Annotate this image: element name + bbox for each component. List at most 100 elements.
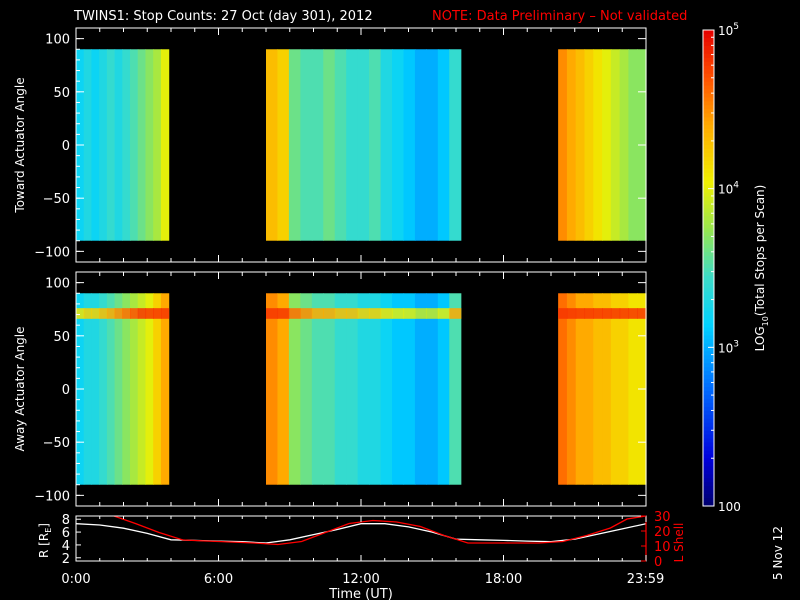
away-cell (266, 293, 279, 485)
colorbar-cell (703, 228, 714, 233)
colorbar-cell (703, 156, 714, 162)
toward-cell (300, 49, 313, 241)
toward-cell (449, 49, 462, 241)
away-cell (122, 293, 131, 485)
toward-cell (137, 49, 147, 241)
away-cell (334, 293, 347, 485)
colorbar-cell (703, 351, 714, 356)
away-ytick-label: 50 (53, 330, 70, 345)
colorbar-cell (703, 442, 714, 448)
x-tick-label: 6:00 (204, 572, 233, 587)
colorbar-cell (703, 141, 714, 146)
away-cell (426, 293, 439, 485)
x-tick-label: 0:00 (61, 572, 90, 587)
r-ylabel: R [RE] (37, 523, 53, 558)
away-band-cell (114, 308, 123, 319)
colorbar-cell (703, 216, 714, 221)
colorbar-cell (703, 97, 714, 102)
colorbar-cell (703, 375, 714, 380)
away-cell (584, 293, 594, 485)
toward-cell (392, 49, 405, 241)
away-cell (311, 293, 324, 485)
colorbar-cell (703, 252, 714, 257)
away-band-cell (437, 308, 450, 319)
colorbar-cell (703, 494, 714, 499)
heatmap-panel-away: 100 50 0 −50 −100 Away Actuator Angle (13, 271, 647, 507)
colorbar-cell (703, 303, 714, 309)
r-ylabel-close: ] (37, 523, 51, 528)
colorbar-cell (703, 30, 714, 35)
colorbar-cell (703, 339, 714, 344)
colorbar-cell (703, 37, 714, 43)
toward-cell (403, 49, 416, 241)
colorbar-cell (703, 137, 714, 142)
colorbar-cell (703, 478, 714, 483)
colorbar-label-sub: 10 (761, 316, 770, 326)
away-band-cell (130, 308, 139, 319)
r-ytick-label: 2 (62, 552, 70, 567)
colorbar-cell (703, 343, 714, 348)
x-tick-label: 23:59 (627, 572, 664, 587)
colorbar-cell (703, 121, 714, 126)
colorbar-cell (703, 101, 714, 106)
colorbar-cell (703, 458, 714, 463)
away-band-cell (76, 308, 85, 319)
away-band-cell (266, 308, 279, 319)
away-cell (153, 293, 162, 485)
away-cell (114, 293, 123, 485)
colorbar-cell (703, 176, 714, 182)
toward-cell (130, 49, 139, 241)
colorbar-tick-exp: 4 (733, 181, 739, 191)
away-cell (277, 293, 290, 485)
colorbar-label-rest: (Total Stops per Scan) (753, 185, 767, 316)
colorbar-cell (703, 414, 714, 420)
away-cell (628, 293, 638, 485)
away-band-cell (369, 308, 382, 319)
colorbar-cell (703, 323, 714, 329)
colorbar-cell (703, 184, 714, 190)
away-cell (449, 293, 462, 485)
toward-cell (122, 49, 131, 241)
toward-ytick-label: −50 (43, 192, 70, 207)
colorbar-cell (703, 418, 714, 424)
colorbar-cell (703, 93, 714, 99)
away-band-cell (637, 308, 647, 319)
colorbar-cell (703, 113, 714, 118)
colorbar-cell (703, 89, 714, 95)
colorbar-cell (703, 105, 714, 110)
colorbar-cell (703, 319, 714, 325)
away-band-cell (593, 308, 603, 319)
colorbar-cell (703, 49, 714, 55)
colorbar-cell (703, 307, 714, 313)
toward-cell (153, 49, 162, 241)
colorbar-cell (703, 454, 714, 459)
colorbar-cell (703, 394, 714, 400)
away-band-cell (575, 308, 586, 319)
x-tick-label: 18:00 (485, 572, 522, 587)
colorbar-cell (703, 327, 714, 333)
colorbar-cell (703, 446, 714, 452)
away-cell (369, 293, 382, 485)
toward-cell (145, 49, 154, 241)
colorbar-cell (703, 268, 714, 273)
r-ytick-label: 8 (62, 513, 70, 528)
colorbar-tick-label: 105 (718, 22, 739, 38)
colorbar-cell (703, 129, 714, 134)
away-band-cell (277, 308, 290, 319)
colorbar-cell (703, 172, 714, 178)
colorbar-tick-exp: 5 (733, 22, 739, 32)
colorbar-cell (703, 275, 714, 281)
colorbar-cell (703, 260, 714, 265)
away-band-cell (99, 308, 108, 319)
toward-cell (334, 49, 347, 241)
chart-note: NOTE: Data Preliminary – Not validated (432, 9, 687, 24)
toward-cell (602, 49, 612, 241)
toward-cell (277, 49, 290, 241)
colorbar-cell (703, 204, 714, 210)
colorbar-cell (703, 335, 714, 340)
toward-cell (83, 49, 93, 241)
colorbar-cell (703, 402, 714, 408)
colorbar-tick-base: 10 (718, 183, 733, 197)
